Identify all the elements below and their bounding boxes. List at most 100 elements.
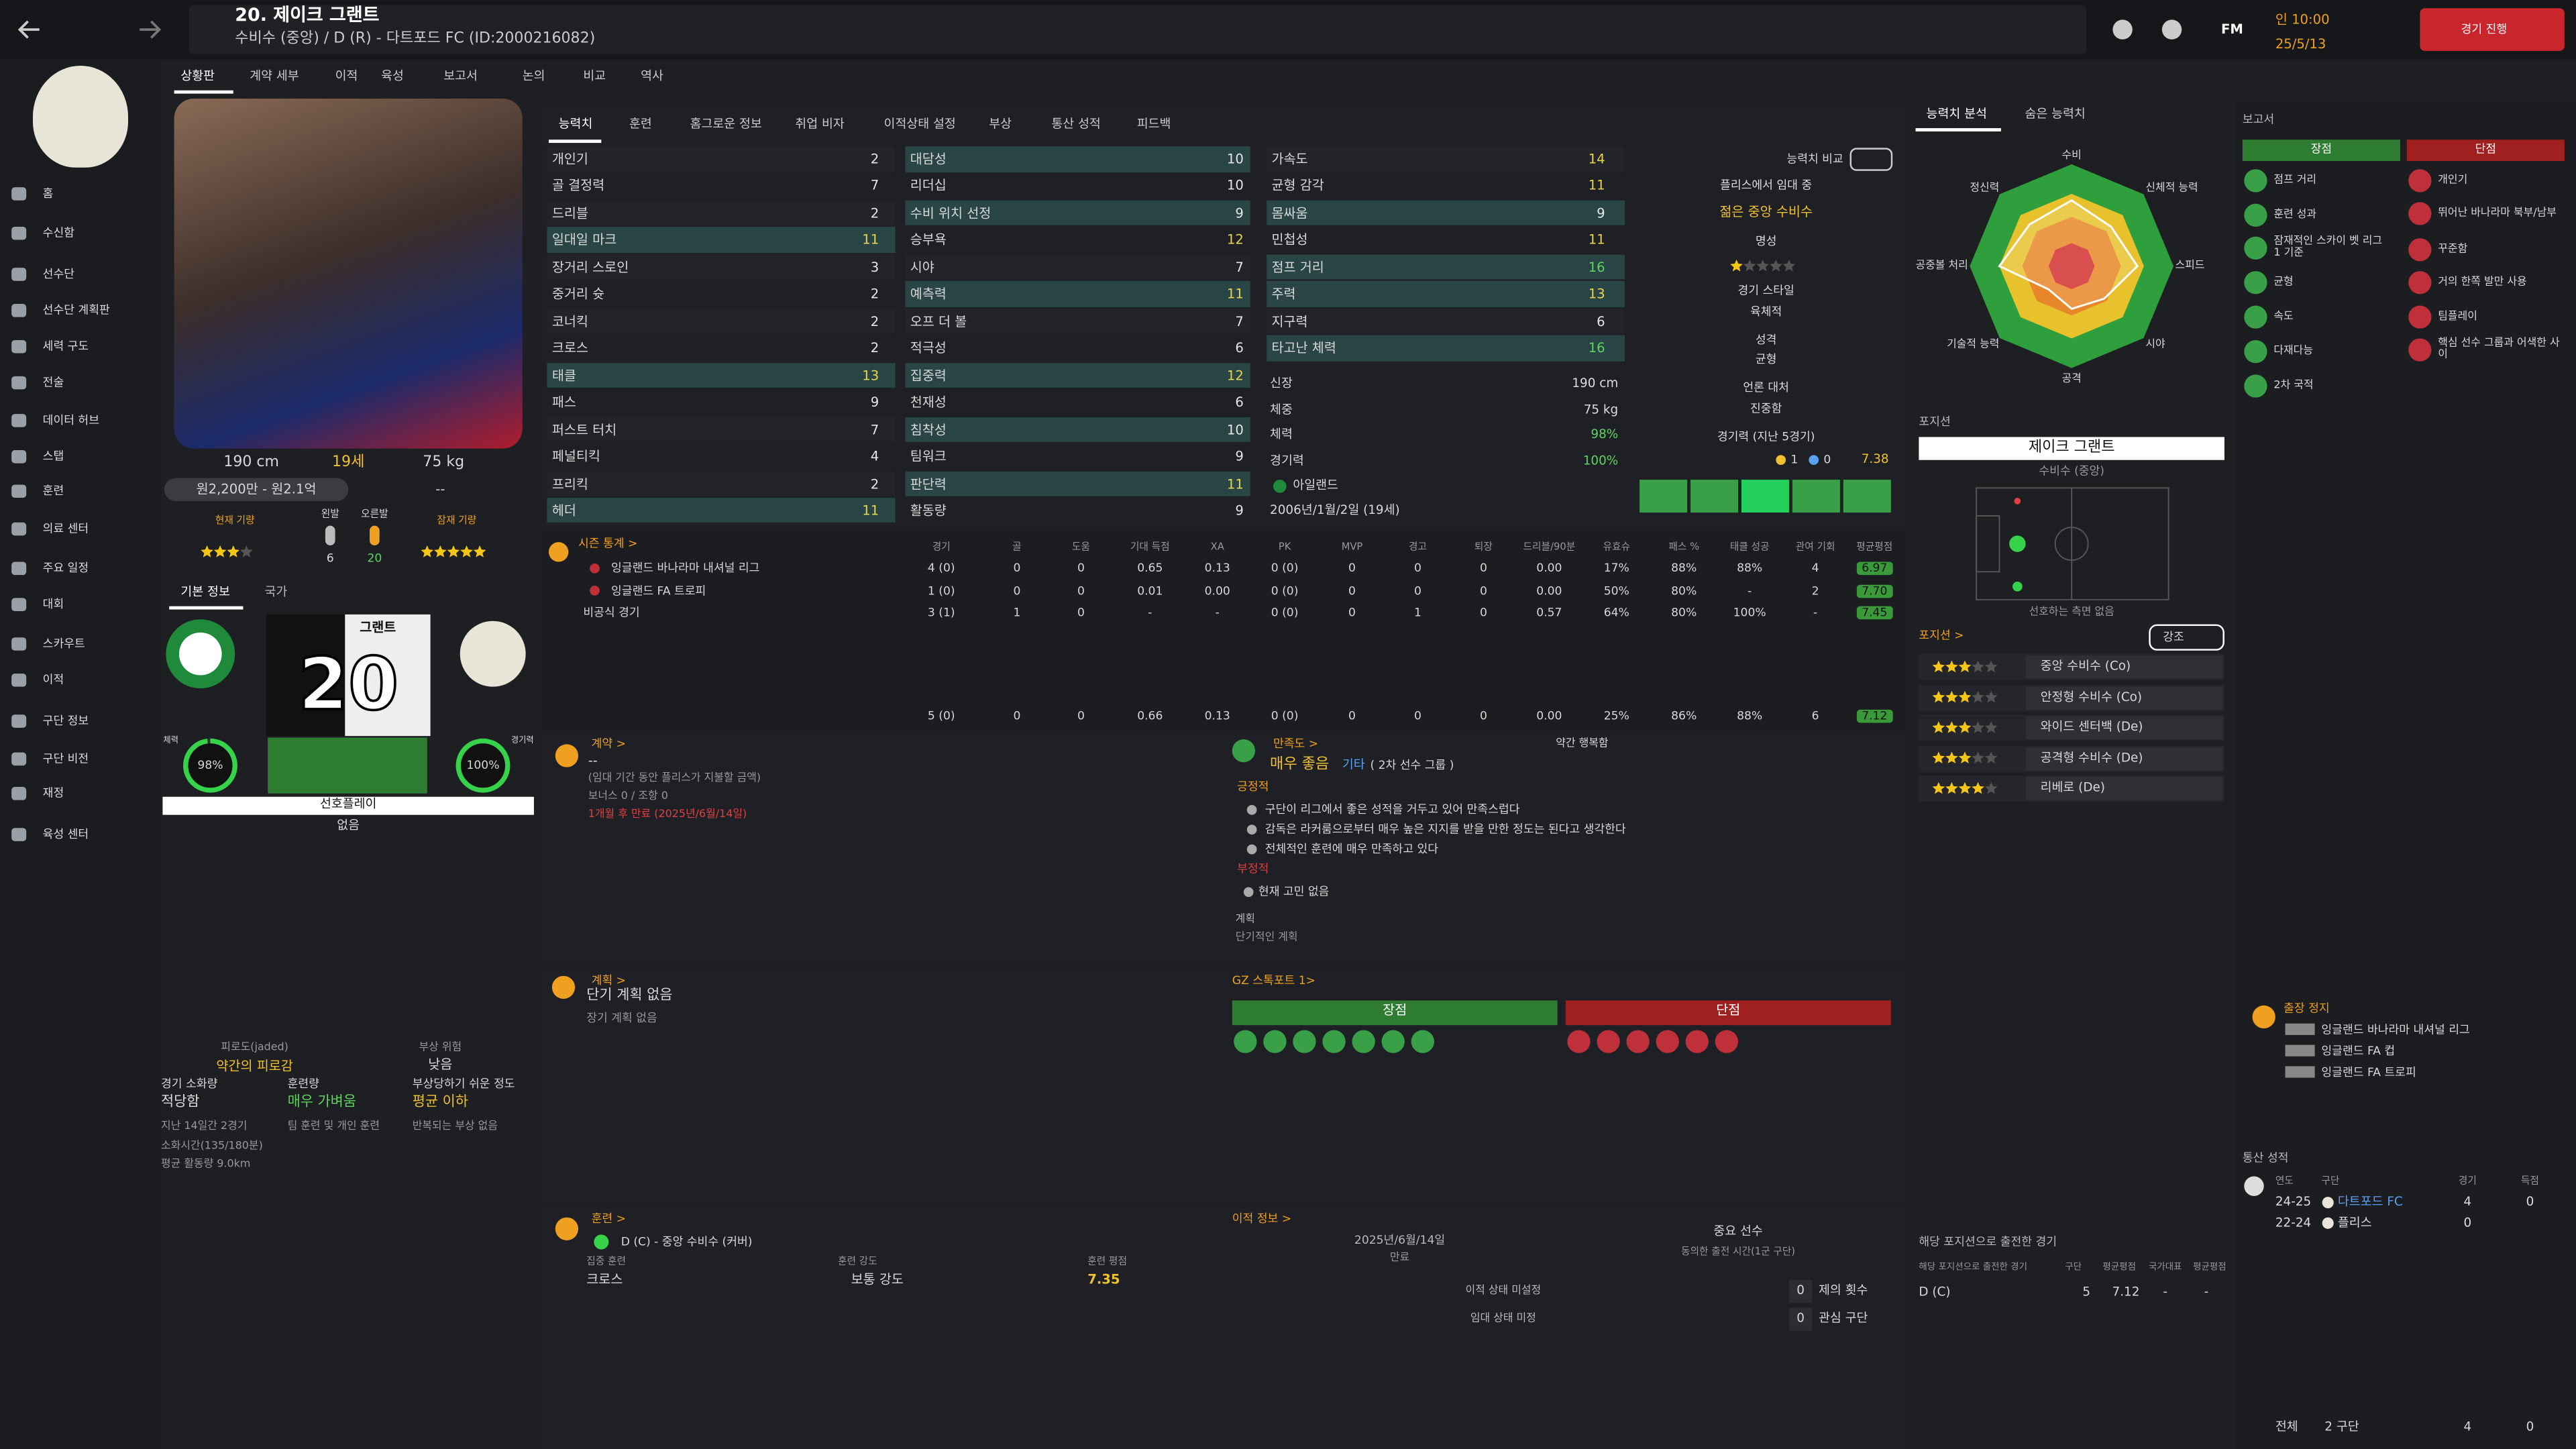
- career-total: 4: [2463, 1419, 2472, 1434]
- attribute-tab[interactable]: 홈그로운 정보: [690, 116, 762, 131]
- nav-tab[interactable]: 논의: [522, 68, 545, 84]
- attribute-tab[interactable]: 통산 성적: [1051, 116, 1101, 131]
- attribute-row: [905, 362, 1250, 388]
- nav-tab[interactable]: 비교: [583, 68, 606, 84]
- nav-tab[interactable]: 역사: [641, 68, 663, 84]
- role-name[interactable]: 안정형 수비수 (Co): [2040, 688, 2143, 704]
- stats-cell: 0.13: [1204, 561, 1230, 576]
- positive-item: 구단이 리그에서 좋은 성적을 거두고 있어 만족스럽다: [1265, 803, 1520, 817]
- info-tab[interactable]: 기본 정보: [180, 584, 230, 600]
- sidebar-icon: [11, 752, 27, 766]
- attribute-name: 가속도: [1271, 152, 1308, 167]
- continue-label[interactable]: 경기 진행: [2461, 23, 2508, 36]
- sidebar-item[interactable]: 주요 일정: [42, 561, 89, 576]
- attribute-name: 리더십: [910, 178, 947, 194]
- career-total: 2 구단: [2324, 1419, 2359, 1434]
- intensity-label: 훈련 강도: [837, 1256, 877, 1268]
- transfer-title[interactable]: 이적 정보 >: [1232, 1212, 1292, 1226]
- sidebar-item[interactable]: 의료 센터: [42, 522, 89, 536]
- attribute-name: 점프 거리: [1271, 260, 1324, 275]
- radar-label: 공격: [2061, 372, 2082, 385]
- star: [240, 545, 253, 557]
- sidebar-item[interactable]: 전술: [42, 376, 64, 390]
- position-games-cell: -: [2163, 1284, 2168, 1299]
- attribute-value: 13: [862, 368, 879, 383]
- intensity: 보통 강도: [851, 1272, 904, 1287]
- attribute-tab[interactable]: 능력치: [558, 116, 593, 131]
- plans-title[interactable]: 계획 >: [591, 974, 627, 987]
- attribute-row: [1267, 146, 1625, 172]
- attribute-name: 프리킥: [551, 476, 588, 492]
- sidebar-item[interactable]: 이적: [42, 674, 64, 687]
- role-name[interactable]: 리베로 (De): [2040, 780, 2105, 795]
- sidebar-item[interactable]: 훈련: [42, 484, 64, 498]
- sidebar-item[interactable]: 재정: [42, 787, 64, 800]
- nation-crest: [166, 619, 235, 689]
- career-cell: 0: [2526, 1193, 2534, 1209]
- analysis-tab[interactable]: 숨은 능력치: [2025, 106, 2086, 121]
- happiness-level: 매우 좋음: [1270, 757, 1330, 774]
- attribute-tab[interactable]: 피드백: [1136, 116, 1171, 131]
- sidebar-item[interactable]: 선수단 계획판: [42, 304, 110, 317]
- stats-total: 0 (0): [1271, 709, 1299, 723]
- stats-title[interactable]: 시즌 통계 >: [578, 537, 638, 551]
- overview-personality-value: 균형: [1755, 353, 1777, 367]
- highlight-label[interactable]: 강조: [2163, 631, 2184, 644]
- stats-panel: [542, 532, 1906, 730]
- attribute-name: 주력: [1271, 286, 1296, 302]
- stats-total: 0: [1479, 709, 1487, 723]
- attribute-name: 오프 더 볼: [910, 314, 967, 329]
- attribute-tab[interactable]: 부상: [989, 116, 1012, 131]
- attribute-row: [905, 281, 1250, 307]
- nav-tab[interactable]: 보고서: [443, 68, 478, 84]
- happiness-title[interactable]: 만족도 >: [1273, 737, 1319, 751]
- contract-title[interactable]: 계약 >: [591, 737, 627, 751]
- wage-pill: [164, 478, 349, 501]
- roles-title[interactable]: 포지션 >: [1919, 629, 1964, 643]
- sidebar-item[interactable]: 홈: [42, 187, 54, 201]
- role-name[interactable]: 와이드 센터백 (De): [2040, 718, 2143, 734]
- attribute-value: 9: [1235, 449, 1244, 464]
- sidebar-item[interactable]: 수신함: [42, 226, 75, 240]
- sidebar-item[interactable]: 선수단: [42, 268, 75, 281]
- form-bar: [1741, 480, 1789, 513]
- sidebar-item[interactable]: 세력 구도: [42, 339, 89, 354]
- overview-play-style: 경기 스타일: [1737, 284, 1794, 298]
- sidebar-item[interactable]: 구단 비전: [42, 752, 89, 766]
- sidebar-item[interactable]: 데이터 허브: [42, 414, 100, 427]
- attribute-tab[interactable]: 훈련: [629, 116, 652, 131]
- sidebar-item[interactable]: 대회: [42, 598, 64, 611]
- sidebar-item[interactable]: 구단 정보: [42, 714, 89, 728]
- negative-item: 현재 고민 없음: [1258, 885, 1330, 899]
- sidebar: [0, 59, 161, 1449]
- stats-cell: 0.00: [1204, 584, 1230, 598]
- stats-header: 관여 기회: [1795, 541, 1835, 553]
- value: --: [435, 482, 445, 497]
- attribute-tab[interactable]: 이적상태 설정: [883, 116, 956, 131]
- training-title[interactable]: 훈련 >: [591, 1212, 627, 1226]
- attribute-value: 12: [1226, 368, 1244, 383]
- shirt-name: 그랜트: [360, 620, 396, 635]
- career-cell: 플리스: [2337, 1214, 2372, 1230]
- nav-tab[interactable]: 이적: [335, 68, 358, 84]
- nav-tab[interactable]: 육성: [381, 68, 404, 84]
- role-name[interactable]: 중앙 수비수 (Co): [2040, 658, 2131, 674]
- compare-label[interactable]: 능력치 비교: [1786, 152, 1843, 166]
- position-games-header: 평균평점: [2193, 1263, 2226, 1273]
- sidebar-item[interactable]: 스탭: [42, 449, 64, 464]
- analysis-tab[interactable]: 능력치 분석: [1926, 106, 1987, 121]
- sidebar-item[interactable]: 스카우트: [42, 637, 85, 651]
- nav-tab[interactable]: 계약 세부: [250, 68, 299, 84]
- contract-value: --: [588, 753, 598, 768]
- role-name[interactable]: 공격형 수비수 (De): [2040, 749, 2143, 765]
- stats-cell: 0.00: [1536, 584, 1562, 598]
- nav-tab[interactable]: 상황판: [180, 68, 215, 84]
- attribute-tab[interactable]: 취업 비자: [795, 116, 845, 131]
- attribute-row: [547, 443, 896, 470]
- sidebar-item[interactable]: 육성 센터: [42, 828, 89, 841]
- condition-label: 훈련량: [287, 1077, 319, 1091]
- star: [227, 545, 240, 557]
- attribute-row: [547, 389, 896, 415]
- scout-title[interactable]: GZ 스톡포트 1>: [1232, 974, 1316, 987]
- info-tab[interactable]: 국가: [264, 584, 288, 600]
